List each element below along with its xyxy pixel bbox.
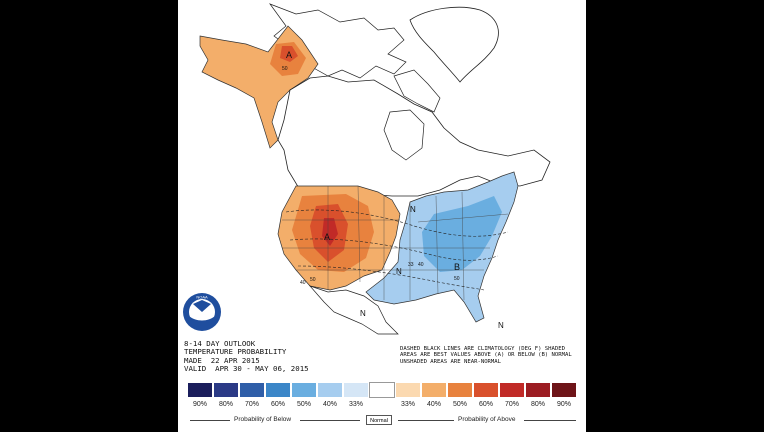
east-contour-40: 40 xyxy=(418,262,424,268)
greenland-outline xyxy=(409,6,499,83)
legend-percent-label: 60% xyxy=(478,401,493,408)
legend-percent-label: 60% xyxy=(270,401,285,408)
east-below-core xyxy=(422,196,502,272)
mexico-outline xyxy=(308,285,399,335)
legend-swatch xyxy=(473,382,499,398)
outlook-title-block: 8-14 DAY OUTLOOK TEMPERATURE PROBABILITY M… xyxy=(184,339,309,373)
legend-below-caption: Probability of Below xyxy=(234,416,292,423)
east-below-label: B xyxy=(454,262,460,272)
legend-swatch xyxy=(447,382,473,398)
title-line-2: TEMPERATURE PROBABILITY xyxy=(184,347,287,357)
probability-legend: 90% 80% 70% 60% 50% 40% 33% 33% 40% 50% 60% 70% 80% 9… xyxy=(178,382,586,432)
legend-percent-label: 40% xyxy=(426,401,441,408)
legend-swatch xyxy=(343,382,369,398)
alaska-contour-label: 50 xyxy=(282,66,288,72)
legend-swatch xyxy=(187,382,213,398)
alaska-above-label: A xyxy=(286,50,292,60)
normal-label-north: N xyxy=(410,205,416,214)
west-above-label: A xyxy=(324,232,330,242)
legend-swatch xyxy=(317,382,343,398)
east-contour-50: 50 xyxy=(454,276,460,282)
normal-label-southwest: N xyxy=(360,309,366,318)
legend-swatch xyxy=(551,382,577,398)
state-boundaries xyxy=(282,185,509,301)
climatology-contours xyxy=(285,209,509,291)
normal-label-central: N xyxy=(396,267,402,276)
legend-percent-label: 80% xyxy=(218,401,233,408)
west-contour-40: 40 xyxy=(300,280,306,286)
outlook-panel: A 50 A 40 50 B 33 40 50 N N N N NOAA 8-1… xyxy=(178,0,586,432)
east-contour-33: 33 xyxy=(408,262,414,268)
baffin-outline xyxy=(393,69,441,113)
legend-swatch xyxy=(395,382,421,398)
legend-swatch xyxy=(291,382,317,398)
legend-percent-label: 33% xyxy=(400,401,415,408)
title-line-3: MADE 22 APR 2015 xyxy=(184,355,260,365)
legend-percent-label: 40% xyxy=(322,401,337,408)
legend-below-line-left xyxy=(190,420,230,421)
west-contour-50: 50 xyxy=(310,277,316,283)
legend-above-line-left xyxy=(398,420,454,421)
alaska-dark-core xyxy=(280,46,298,62)
legend-percent-labels: 90% 80% 70% 60% 50% 40% 33% 33% 40% 50% 60% 70% 80% 9… xyxy=(178,401,586,411)
legend-normal-caption: Normal xyxy=(366,415,392,425)
title-line-1: 8-14 DAY OUTLOOK xyxy=(184,339,256,348)
legend-below-line-right xyxy=(300,420,360,421)
legend-swatch xyxy=(525,382,551,398)
legend-percent-label: 50% xyxy=(296,401,311,408)
legend-swatch xyxy=(265,382,291,398)
legend-percent-label: 70% xyxy=(244,401,259,408)
legend-percent-label: 90% xyxy=(192,401,207,408)
legend-above-caption: Probability of Above xyxy=(458,416,516,423)
noaa-logo-text: NOAA xyxy=(196,295,208,300)
hudson-bay-outline xyxy=(383,109,425,161)
legend-percent-label: 80% xyxy=(530,401,545,408)
legend-percent-label: 33% xyxy=(348,401,363,408)
legend-swatches xyxy=(187,382,577,398)
legend-notes: DASHED BLACK LINES ARE CLIMATOLOGY (DEG … xyxy=(400,346,572,365)
legend-above-line-right xyxy=(524,420,576,421)
legend-swatch xyxy=(239,382,265,398)
legend-percent-label: 70% xyxy=(504,401,519,408)
legend-percent-label: 90% xyxy=(556,401,571,408)
legend-swatch xyxy=(499,382,525,398)
normal-label-southeast: N xyxy=(498,321,504,330)
legend-swatch xyxy=(369,382,395,398)
noaa-logo: NOAA xyxy=(183,293,221,331)
title-line-4: VALID APR 30 - MAY 06, 2015 xyxy=(184,363,309,373)
temperature-probability-map: A 50 A 40 50 B 33 40 50 N N N N xyxy=(199,3,551,335)
legend-percent-label: 50% xyxy=(452,401,467,408)
legend-swatch xyxy=(421,382,447,398)
legend-swatch xyxy=(213,382,239,398)
